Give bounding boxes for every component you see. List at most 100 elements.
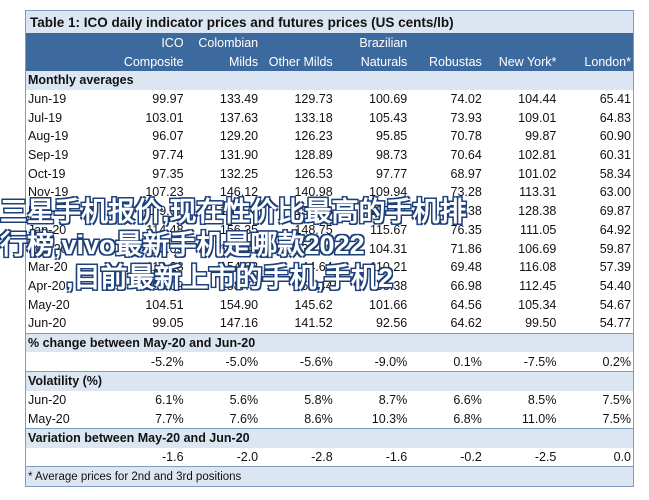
cell: 161.76 <box>219 204 259 219</box>
cell: 79.38 <box>450 204 482 219</box>
data-row: Nov-19 107.23 146.12 140.98 109.94 73.28 113.3… <box>26 183 633 202</box>
cell: -1.6 <box>111 447 186 468</box>
cell: 114.48 <box>146 222 184 237</box>
cell: 141.52 <box>260 313 335 334</box>
data-row: Mar-20 110.28 154.63 144.64 110.21 69.48 116.0… <box>26 258 633 277</box>
row-label: May-20 <box>26 409 111 430</box>
data-row: Jun-20 6.1% 5.6% 5.8% 8.7% 6.6% 8.5% 7.5% <box>26 391 633 410</box>
cell: 64.56 <box>450 297 482 312</box>
cell: 54.67 <box>599 297 631 312</box>
cell: 137.63 <box>219 110 259 125</box>
column-header: Colombian <box>185 33 261 52</box>
cell: 135.88 <box>294 241 333 256</box>
cell: 144.64 <box>294 260 333 275</box>
cell: 103.01 <box>145 110 184 125</box>
cell: 0.1% <box>409 352 484 373</box>
cell: 115.67 <box>369 222 408 237</box>
header-blank <box>26 33 111 52</box>
header-row: ICO Colombian Brazilian <box>26 33 633 52</box>
cell: 97.35 <box>152 166 184 181</box>
cell: 128.89 <box>294 148 333 163</box>
column-header: Robustas <box>409 52 484 71</box>
row-label: Sep-19 <box>28 148 69 163</box>
cell: 70.64 <box>450 148 482 163</box>
cell: 76.35 <box>450 222 482 237</box>
data-row: Jan-20 114.48 156.35 148.75 115.67 76.35 111.0… <box>26 221 633 240</box>
row-label: Apr-20 <box>28 278 66 293</box>
cell: 11.0% <box>483 409 559 430</box>
column-header <box>558 33 633 52</box>
data-row: May-20 104.51 154.90 145.62 101.66 64.56 105.3… <box>26 295 633 314</box>
cell: 150.44 <box>294 278 333 293</box>
column-header <box>409 33 484 52</box>
cell: 100.69 <box>369 92 408 107</box>
cell: 101.02 <box>518 166 557 181</box>
cell: 6.1% <box>155 393 184 408</box>
overlay-line: 三星手机报价,现在性价比最高的手机排 <box>0 197 467 227</box>
header-blank <box>26 52 111 71</box>
cell: 6.8% <box>409 409 484 430</box>
row-label: Dec-19 <box>28 204 69 219</box>
cell: 132.25 <box>219 166 259 181</box>
cell: 7.7% <box>111 409 186 430</box>
cell: 8.5% <box>527 393 557 408</box>
cell: 73.28 <box>450 185 482 200</box>
cell: 102.81 <box>518 148 557 163</box>
row-label: Jun-19 <box>28 92 67 107</box>
cell: -2.5 <box>483 447 559 468</box>
section-row: Monthly averages <box>26 71 633 90</box>
cell: -5.0% <box>185 352 261 373</box>
cell: 63.00 <box>599 185 631 200</box>
cell: 97.74 <box>152 148 184 163</box>
cell: 153.73 <box>294 204 333 219</box>
cell: -0.2 <box>409 447 484 468</box>
data-row: Jun-19 99.97 133.49 129.73 100.69 74.02 104.44… <box>26 90 633 109</box>
cell: 5.6% <box>229 393 259 408</box>
data-row: Oct-19 97.35 132.25 126.53 97.77 68.97 101.02 5… <box>26 164 633 183</box>
row-label: Aug-19 <box>28 129 69 144</box>
cell: 65.41 <box>599 92 631 107</box>
cell: -9.0% <box>334 352 410 373</box>
cell: 110.28 <box>146 260 184 275</box>
column-header: New York* <box>483 52 559 71</box>
column-header: Brazilian <box>334 33 410 52</box>
row-label: Feb-20 <box>28 241 68 256</box>
cell: 97.77 <box>375 166 408 181</box>
row-label: Jun-20 <box>26 313 111 334</box>
cell: 54.77 <box>558 313 633 334</box>
cell: 147.16 <box>185 313 261 334</box>
column-header: ICO <box>111 33 186 52</box>
cell: 101.66 <box>369 297 408 312</box>
cell: 99.97 <box>152 92 184 107</box>
section-title: Monthly averages <box>26 71 633 90</box>
cell: 8.7% <box>378 393 408 408</box>
cell: 131.90 <box>219 148 259 163</box>
cell: -2.0 <box>185 447 261 468</box>
column-header: London* <box>558 52 633 71</box>
cell: 5.8% <box>304 393 333 408</box>
cell: 146.12 <box>219 185 259 200</box>
price-table: Table 1: ICO daily indicator prices and … <box>26 11 633 487</box>
data-row: Jun-20 99.05 147.16 141.52 92.56 64.62 99.50 54… <box>26 313 633 334</box>
column-header: Composite <box>111 52 186 71</box>
cell: 95.85 <box>375 129 408 144</box>
cell: 98.73 <box>375 148 408 163</box>
cell: -5.2% <box>111 352 186 373</box>
cell: 110.21 <box>369 260 408 275</box>
cell: 54.40 <box>599 278 631 293</box>
cell: 109.01 <box>518 110 557 125</box>
data-row: Sep-19 97.74 131.90 128.89 98.73 70.64 102.81 6… <box>26 146 633 165</box>
footnote-row: * Average prices for 2nd and 3rd positio… <box>26 466 633 487</box>
cell: 71.86 <box>450 241 482 256</box>
cell: 113.31 <box>519 185 557 200</box>
cell: -7.5% <box>483 352 559 373</box>
cell: 108.09 <box>145 278 184 293</box>
table-title: Table 1: ICO daily indicator prices and … <box>26 11 633 33</box>
cell: 64.83 <box>599 110 631 125</box>
cell: 133.18 <box>294 110 333 125</box>
section-title: Variation between May-20 and Jun-20 <box>26 428 633 448</box>
cell: -5.6% <box>260 352 335 373</box>
cell: 126.23 <box>294 129 333 144</box>
cell: 7.5% <box>558 409 633 430</box>
